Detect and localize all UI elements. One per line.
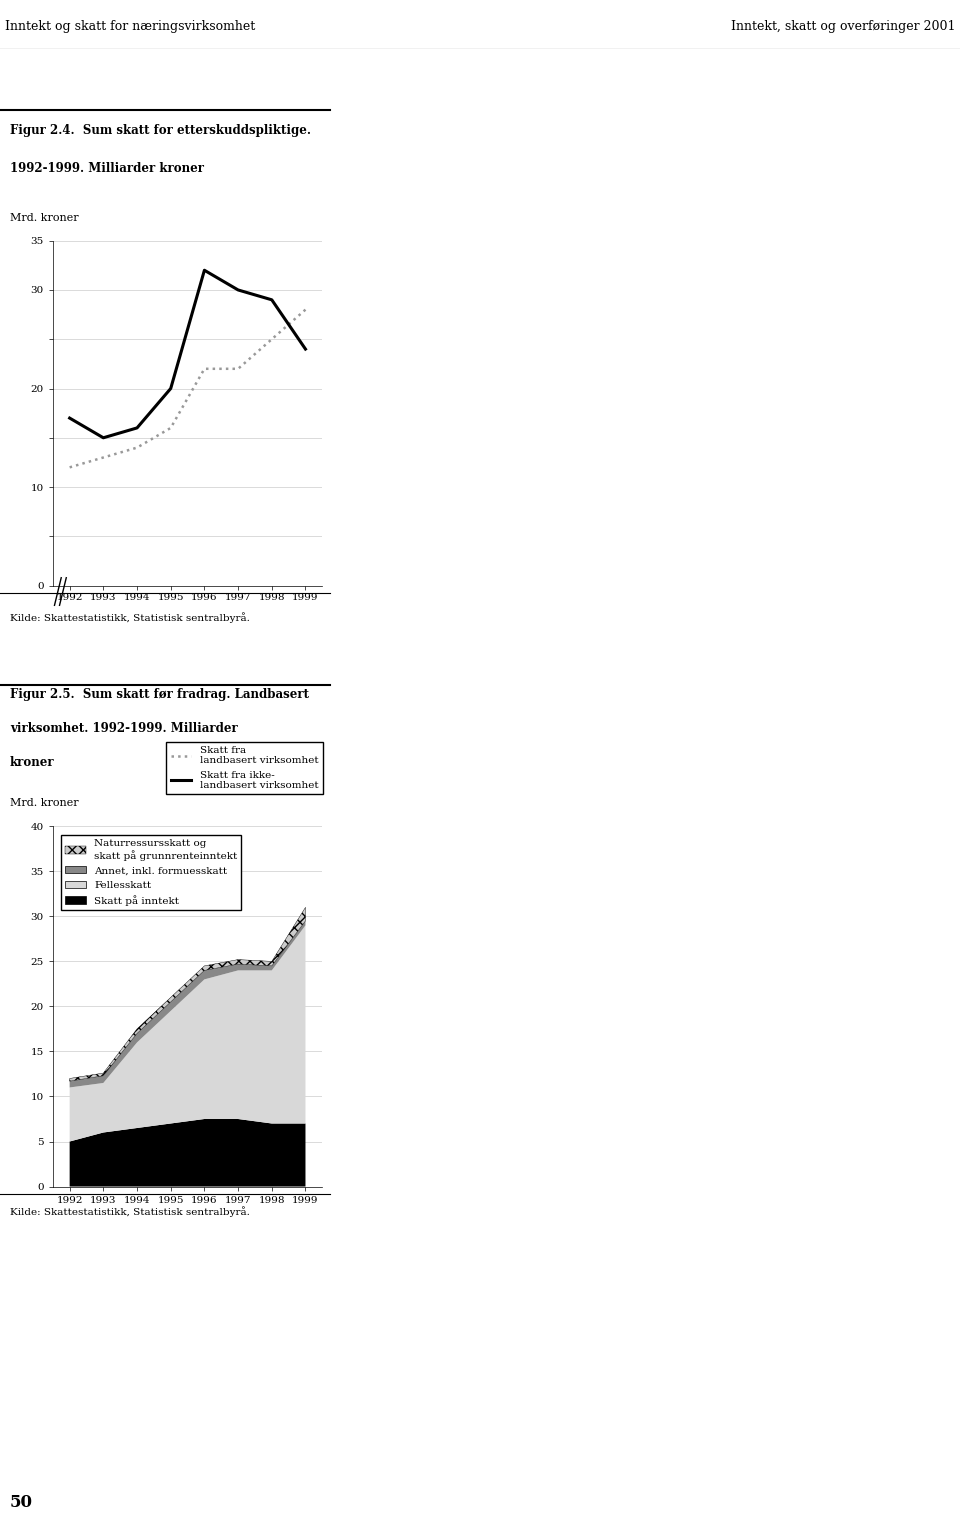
Text: virksomhet. 1992-1999. Milliarder: virksomhet. 1992-1999. Milliarder: [10, 722, 238, 736]
Text: 50: 50: [10, 1493, 33, 1512]
Text: kroner: kroner: [10, 756, 55, 770]
Legend: Naturressursskatt og
skatt på grunnrenteinntekt, Annet, inkl. formuesskatt, Fell: Naturressursskatt og skatt på grunnrente…: [60, 835, 242, 911]
Text: Kilde: Skattestatistikk, Statistisk sentralbyrå.: Kilde: Skattestatistikk, Statistisk sent…: [10, 1206, 250, 1217]
Text: Inntekt, skatt og overføringer 2001: Inntekt, skatt og overføringer 2001: [731, 20, 955, 32]
Text: Kilde: Skattestatistikk, Statistisk sentralbyrå.: Kilde: Skattestatistikk, Statistisk sent…: [10, 613, 250, 624]
Text: Mrd. kroner: Mrd. kroner: [10, 799, 79, 808]
Text: Mrd. kroner: Mrd. kroner: [10, 213, 79, 222]
Text: Figur 2.5.  Sum skatt før fradrag. Landbasert: Figur 2.5. Sum skatt før fradrag. Landba…: [10, 688, 309, 701]
Legend: Skatt fra
landbasert virksomhet, Skatt fra ikke-
landbasert virksomhet: Skatt fra landbasert virksomhet, Skatt f…: [166, 742, 323, 794]
Text: Figur 2.4.  Sum skatt for etterskuddspliktige.: Figur 2.4. Sum skatt for etterskuddsplik…: [10, 124, 311, 136]
Text: 1992-1999. Milliarder kroner: 1992-1999. Milliarder kroner: [10, 162, 204, 175]
Text: Inntekt og skatt for næringsvirksomhet: Inntekt og skatt for næringsvirksomhet: [5, 20, 255, 32]
